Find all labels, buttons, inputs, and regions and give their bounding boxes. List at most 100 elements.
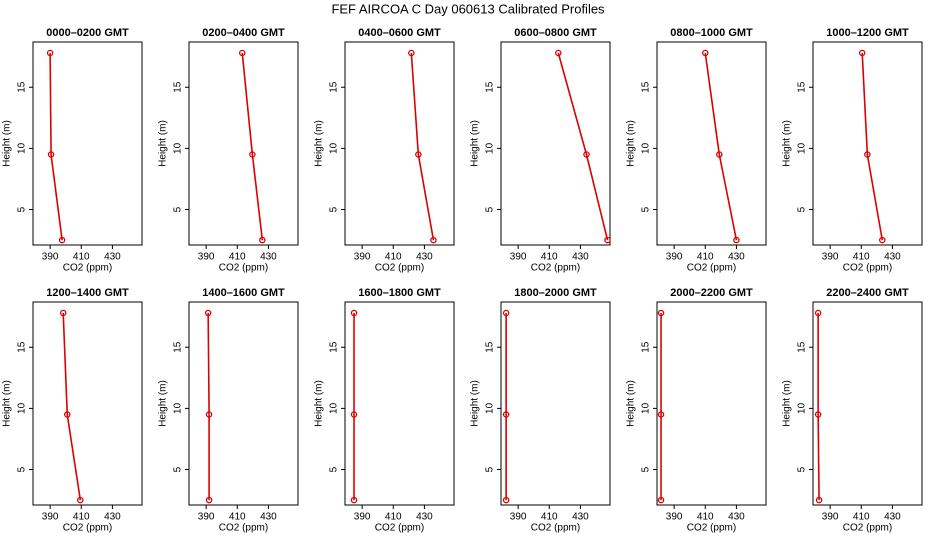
x-axis-label: CO2 (ppm): [375, 263, 424, 274]
y-tick-label: 10: [173, 142, 184, 154]
x-tick-label: 390: [510, 252, 527, 263]
profile-line: [861, 52, 884, 241]
y-tick-label: 5: [641, 206, 652, 212]
x-tick-label: 430: [572, 512, 589, 523]
y-tick-label: 15: [485, 341, 496, 353]
y-tick-label: 10: [641, 142, 652, 154]
y-axis-label: Height (m): [314, 380, 325, 427]
x-tick-label: 430: [260, 512, 277, 523]
y-axis-label: Height (m): [782, 380, 793, 427]
x-axis-label: CO2 (ppm): [687, 263, 736, 274]
profile-line: [704, 52, 738, 241]
point: [205, 496, 213, 504]
x-tick-label: 430: [416, 512, 433, 523]
x-axis-label: CO2 (ppm): [531, 523, 580, 534]
point: [408, 49, 415, 57]
y-tick-label: 15: [329, 81, 340, 93]
x-axis-label: CO2 (ppm): [63, 263, 112, 274]
profile-line: [241, 52, 264, 241]
profile-line: [557, 52, 609, 241]
point: [350, 309, 358, 317]
x-tick-label: 390: [198, 252, 215, 263]
y-tick-label: 15: [173, 81, 184, 93]
x-tick-label: 410: [541, 252, 558, 263]
y-tick-label: 10: [485, 402, 496, 414]
point: [77, 496, 84, 504]
point: [814, 411, 822, 418]
point: [59, 309, 67, 317]
point: [249, 151, 256, 158]
point: [502, 411, 510, 418]
point: [239, 49, 246, 57]
x-axis-label: CO2 (ppm): [219, 263, 268, 274]
plot-frame: [32, 301, 143, 506]
x-tick-label: 410: [73, 512, 90, 523]
x-tick-label: 430: [416, 252, 433, 263]
y-tick-label: 15: [641, 341, 652, 353]
point: [657, 309, 665, 317]
point: [350, 496, 358, 504]
x-tick-label: 390: [822, 512, 839, 523]
x-tick-label: 410: [229, 512, 246, 523]
point: [555, 49, 562, 57]
plot-frame: [344, 301, 455, 506]
point: [864, 151, 871, 158]
point: [259, 236, 266, 244]
x-axis-label: CO2 (ppm): [219, 523, 268, 534]
y-axis-label: Height (m): [782, 120, 793, 167]
point: [657, 411, 665, 418]
y-axis-label: Height (m): [626, 380, 637, 427]
y-tick-label: 5: [485, 206, 496, 212]
x-tick-label: 410: [385, 252, 402, 263]
y-tick-label: 15: [641, 81, 652, 93]
point: [47, 151, 55, 158]
x-tick-label: 410: [541, 512, 558, 523]
x-tick-label: 430: [884, 512, 901, 523]
y-axis-label: Height (m): [314, 120, 325, 167]
x-axis-label: CO2 (ppm): [687, 523, 736, 534]
y-tick-label: 5: [329, 466, 340, 472]
x-tick-label: 410: [697, 512, 714, 523]
y-tick-label: 10: [797, 402, 808, 414]
x-tick-label: 430: [728, 512, 745, 523]
panel-title: 1000–1200 GMT: [826, 27, 909, 39]
y-axis-label: Height (m): [158, 120, 169, 167]
y-tick-label: 10: [329, 142, 340, 154]
x-axis-label: CO2 (ppm): [63, 523, 112, 534]
x-axis-label: CO2 (ppm): [531, 263, 580, 274]
x-tick-label: 430: [728, 252, 745, 263]
y-tick-label: 5: [797, 466, 808, 472]
x-axis-label: CO2 (ppm): [375, 523, 424, 534]
point: [716, 151, 723, 158]
point: [350, 411, 358, 418]
panel-title: 0600–0800 GMT: [514, 27, 597, 39]
x-tick-label: 430: [104, 252, 121, 263]
profile-line: [410, 52, 435, 241]
y-tick-label: 5: [485, 466, 496, 472]
profile-line: [207, 312, 210, 501]
y-tick-label: 5: [329, 206, 340, 212]
x-tick-label: 390: [198, 512, 215, 523]
panel-title: 0000–0200 GMT: [46, 27, 129, 39]
x-tick-label: 390: [42, 252, 59, 263]
x-tick-label: 390: [666, 512, 683, 523]
plot-frame: [500, 301, 611, 506]
x-tick-label: 410: [73, 252, 90, 263]
x-tick-label: 430: [884, 252, 901, 263]
profile-line: [817, 313, 820, 501]
plot-frame: [188, 41, 299, 246]
y-axis-label: Height (m): [2, 380, 13, 427]
y-axis-label: Height (m): [2, 120, 13, 167]
y-tick-label: 15: [329, 341, 340, 353]
point: [858, 49, 866, 57]
panel-title: 2000–2200 GMT: [670, 287, 753, 299]
plot-frame: [812, 41, 923, 246]
point: [604, 236, 611, 244]
profile-line: [49, 52, 63, 241]
point: [879, 236, 886, 244]
x-tick-label: 410: [697, 252, 714, 263]
x-axis-label: CO2 (ppm): [843, 523, 892, 534]
y-tick-label: 15: [17, 341, 28, 353]
x-tick-label: 390: [822, 252, 839, 263]
point: [46, 49, 54, 57]
